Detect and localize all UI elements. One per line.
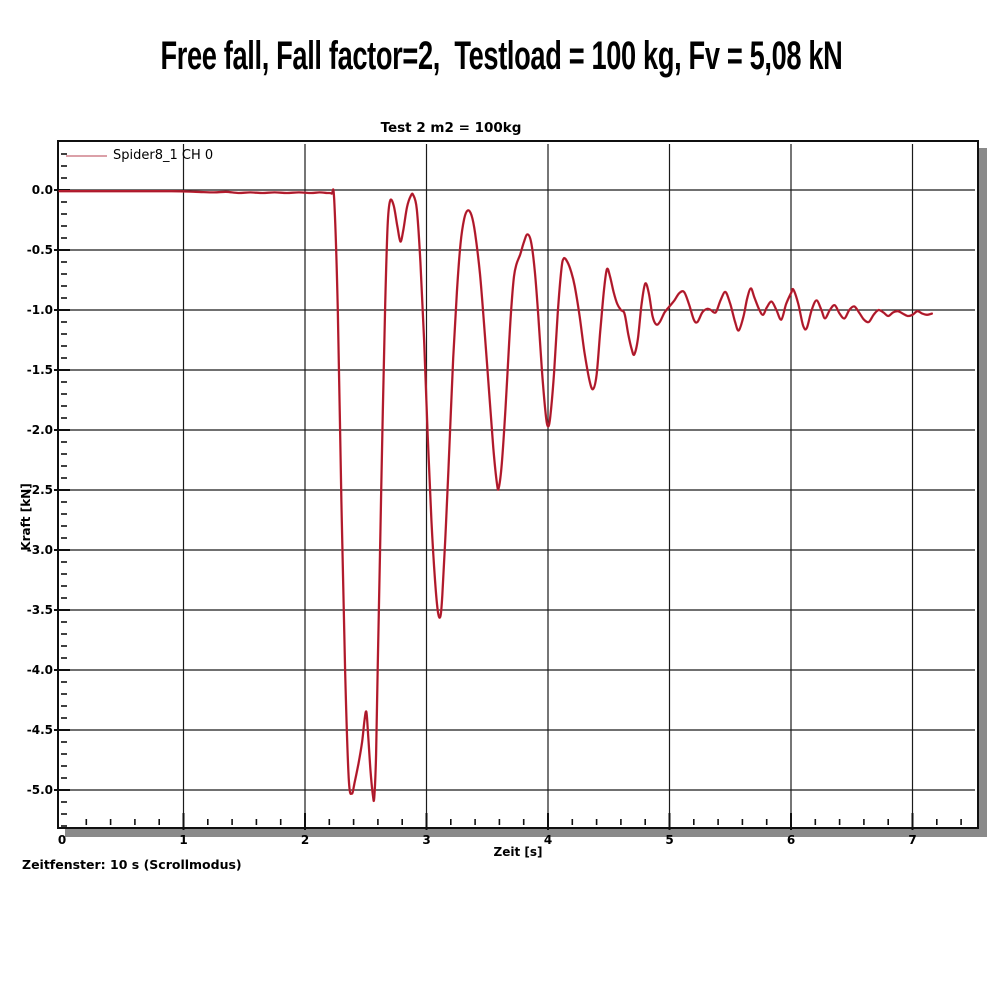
x-tick-label: 0 <box>57 833 67 847</box>
y-tick-label: -2.5 <box>26 483 53 497</box>
y-tick-label: -0.5 <box>26 243 53 257</box>
x-tick-label: 7 <box>908 833 917 847</box>
legend-label: Spider8_1 CH 0 <box>113 148 214 163</box>
legend-line-swatch <box>66 155 107 157</box>
x-axis-title: Zeit [s] <box>493 845 543 859</box>
chart-title: Test 2 m2 = 100kg <box>380 120 522 136</box>
y-tick-label: -4.5 <box>26 723 53 737</box>
x-tick-label: 2 <box>300 833 310 847</box>
x-tick-label: 3 <box>422 833 431 847</box>
y-tick-label: -2.0 <box>26 423 53 437</box>
y-tick-label: -1.5 <box>26 363 53 377</box>
x-tick-label: 4 <box>543 833 553 847</box>
y-tick-label: -3.5 <box>26 603 53 617</box>
y-tick-label: -3.0 <box>26 543 53 557</box>
y-tick-label: -4.0 <box>26 663 53 677</box>
page-title: Free fall, Fall factor=2, Testload = 100… <box>160 34 843 78</box>
y-tick-label: -1.0 <box>26 303 53 317</box>
legend: Spider8_1 CH 0 <box>66 148 213 164</box>
x-tick-label: 6 <box>786 833 796 847</box>
y-tick-label: 0.0 <box>31 183 53 197</box>
x-tick-label: 1 <box>179 833 188 847</box>
status-text: Zeitfenster: 10 s (Scrollmodus) <box>22 857 242 872</box>
y-tick-label: -5.0 <box>26 783 53 797</box>
plot-area <box>57 140 979 829</box>
x-tick-label: 5 <box>665 833 674 847</box>
